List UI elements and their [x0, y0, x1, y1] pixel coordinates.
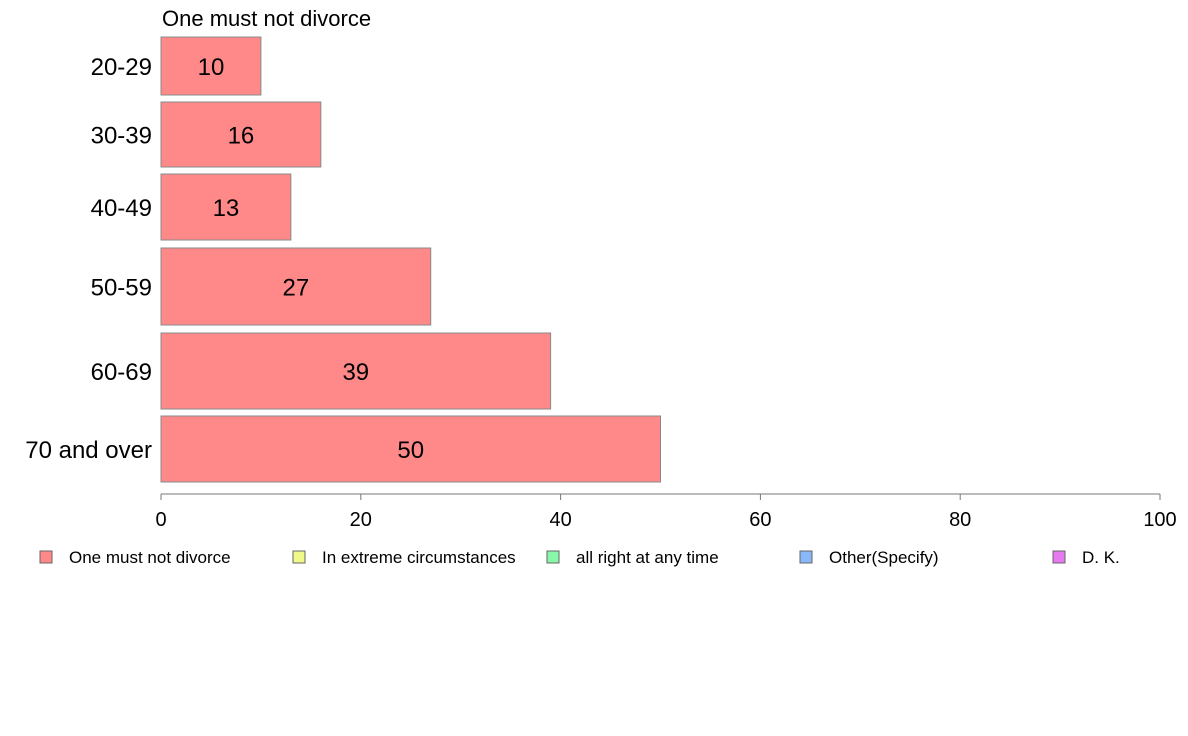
legend-label: In extreme circumstances: [322, 548, 516, 567]
legend-swatch: [39, 550, 53, 564]
bar: [160, 415, 661, 483]
category-label: 60-69: [91, 359, 152, 386]
category-label: 50-59: [91, 275, 152, 302]
bar: [160, 101, 322, 168]
bar-value-label: 13: [213, 195, 240, 222]
legend-swatch: [546, 550, 560, 564]
legend-swatch: [292, 550, 306, 564]
legend: One must not divorce In extreme circumsta…: [39, 548, 1120, 567]
bar: [160, 247, 432, 326]
category-label: 20-29: [91, 54, 152, 81]
category-label: 30-39: [91, 123, 152, 150]
x-tick-label: 40: [549, 509, 571, 531]
x-tick-label: 20: [350, 509, 372, 531]
x-tick-label: 80: [949, 509, 971, 531]
bar-value-label: 39: [342, 359, 369, 386]
x-tick-label: 0: [155, 509, 166, 531]
bar-value-label: 27: [283, 275, 310, 302]
category-label: 40-49: [91, 195, 152, 222]
bar-value-label: 10: [198, 54, 225, 81]
legend-label: D. K.: [1082, 548, 1120, 567]
bar: [160, 173, 292, 241]
x-tick-label: 60: [749, 509, 771, 531]
x-axis: 0 20 40 60 80 100: [155, 493, 1177, 531]
bar-value-label: 16: [228, 123, 255, 150]
chart-title: One must not divorce: [162, 6, 371, 31]
category-label: 70 and over: [25, 437, 152, 464]
legend-label: all right at any time: [576, 548, 719, 567]
x-tick-label: 100: [1143, 509, 1176, 531]
bars-layer: 20-29 10 30-39 16 40-49 13 50-59 27 60-69 39 70 an…: [25, 36, 661, 483]
bar: [160, 36, 262, 96]
bar-value-label: 50: [397, 437, 424, 464]
legend-swatch: [1052, 550, 1066, 564]
bar: [160, 332, 552, 410]
legend-swatch: [799, 550, 813, 564]
legend-label: One must not divorce: [69, 548, 231, 567]
legend-label: Other(Specify): [829, 548, 939, 567]
